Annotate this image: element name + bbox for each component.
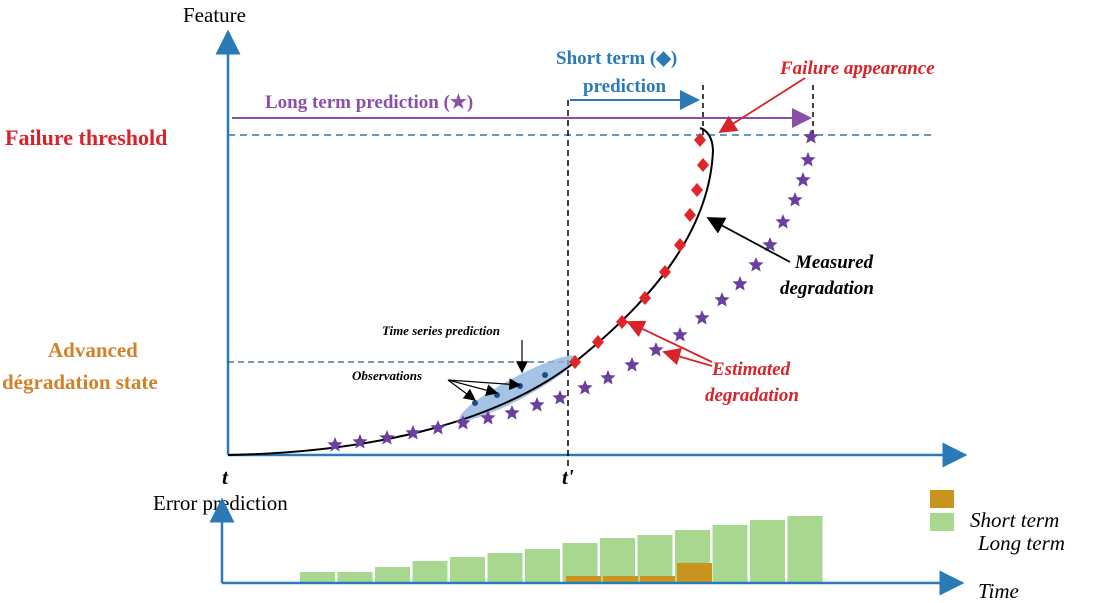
diamond <box>691 183 703 197</box>
star <box>672 327 688 342</box>
star <box>352 434 368 449</box>
short-term-bar <box>640 576 675 583</box>
advanced-state-label: Advanced <box>48 338 138 362</box>
long-term-bar <box>450 557 485 583</box>
star <box>787 192 803 207</box>
star <box>480 410 496 425</box>
diamond <box>697 158 709 172</box>
star <box>455 415 471 430</box>
advanced-state-label: dégradation state <box>2 370 158 394</box>
star <box>600 370 616 385</box>
observations-label: Observations <box>352 368 422 383</box>
error-axis-label: Error prediction <box>153 491 288 515</box>
long-term-bar <box>787 516 823 583</box>
error-bars <box>300 516 823 583</box>
time-label: Time <box>978 579 1019 603</box>
tsp-label: Time series prediction <box>382 323 500 338</box>
star <box>552 390 568 405</box>
estimated-label: Estimated <box>711 359 791 380</box>
star <box>504 405 520 420</box>
t-prime-label: t' <box>562 465 574 489</box>
measured-arrow <box>706 217 791 263</box>
star <box>694 310 710 325</box>
legend-short: Short term <box>970 508 1059 532</box>
long-term-bar <box>300 572 335 583</box>
legend-long: Long term <box>977 531 1065 555</box>
long-term-label: Long term prediction (★) <box>265 92 473 113</box>
star <box>800 152 816 167</box>
obs-arrow <box>447 378 522 391</box>
star <box>624 357 640 372</box>
long-term-stars <box>327 129 819 452</box>
observation <box>542 372 548 378</box>
star <box>732 276 748 291</box>
estimated-label: degradation <box>705 385 799 406</box>
diamond <box>569 355 581 369</box>
star <box>775 214 791 229</box>
failure-arrow <box>718 77 806 133</box>
obs-arrow <box>447 379 499 397</box>
diamond <box>674 238 686 252</box>
failure-threshold-label: Failure threshold <box>5 125 167 150</box>
star <box>529 397 545 412</box>
star <box>803 129 819 144</box>
short-term-bar <box>677 563 712 583</box>
star <box>327 437 343 452</box>
long-term-bar <box>637 535 673 583</box>
star <box>577 380 593 395</box>
failure-appearance-label: Failure appearance <box>779 58 935 79</box>
star <box>430 420 446 435</box>
long-term-bar <box>750 520 785 583</box>
star <box>714 292 730 307</box>
obs-arrow <box>447 379 476 401</box>
measured-label: degradation <box>780 278 874 299</box>
star <box>648 342 664 357</box>
diamond <box>592 335 604 349</box>
y-axis-label: Feature <box>183 3 246 27</box>
long-term-bar <box>412 561 448 583</box>
measured-label: Measured <box>794 252 874 273</box>
star <box>795 172 811 187</box>
short-term-diamonds <box>569 133 709 369</box>
observation <box>517 383 523 389</box>
diamond <box>684 208 696 222</box>
diamond <box>694 133 706 147</box>
star <box>762 237 778 252</box>
short-term-label: Short term (◆) <box>556 48 677 69</box>
long-term-bar <box>487 553 523 583</box>
t-label: t <box>222 465 229 489</box>
legend-swatch-short <box>930 490 954 508</box>
star <box>748 257 764 272</box>
short-term-bar <box>603 576 638 583</box>
diamond <box>659 265 671 279</box>
star <box>379 430 395 445</box>
long-term-bar <box>600 538 635 583</box>
long-term-bar <box>525 549 560 583</box>
observation <box>472 400 478 406</box>
estimated-arrow <box>662 347 713 367</box>
estimated-arrow <box>626 320 713 363</box>
short-term-bar <box>566 576 601 583</box>
long-term-bar <box>375 567 410 583</box>
short-term-label: prediction <box>583 76 666 97</box>
long-term-bar <box>712 525 748 583</box>
diamond <box>639 291 651 305</box>
star <box>405 425 421 440</box>
diamond <box>616 315 628 329</box>
long-term-bar <box>337 572 373 583</box>
legend-swatch-long <box>930 513 954 531</box>
